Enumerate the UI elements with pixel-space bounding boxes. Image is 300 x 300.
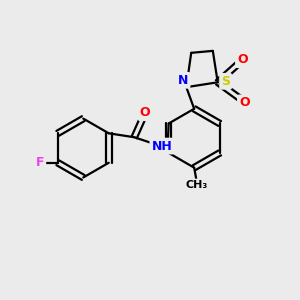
Text: O: O — [140, 106, 150, 119]
Text: N: N — [178, 74, 189, 87]
Text: O: O — [239, 96, 250, 110]
Text: NH: NH — [152, 140, 172, 153]
Text: S: S — [221, 75, 230, 88]
Text: CH₃: CH₃ — [185, 180, 207, 190]
Text: F: F — [36, 156, 44, 169]
Text: O: O — [237, 53, 247, 66]
